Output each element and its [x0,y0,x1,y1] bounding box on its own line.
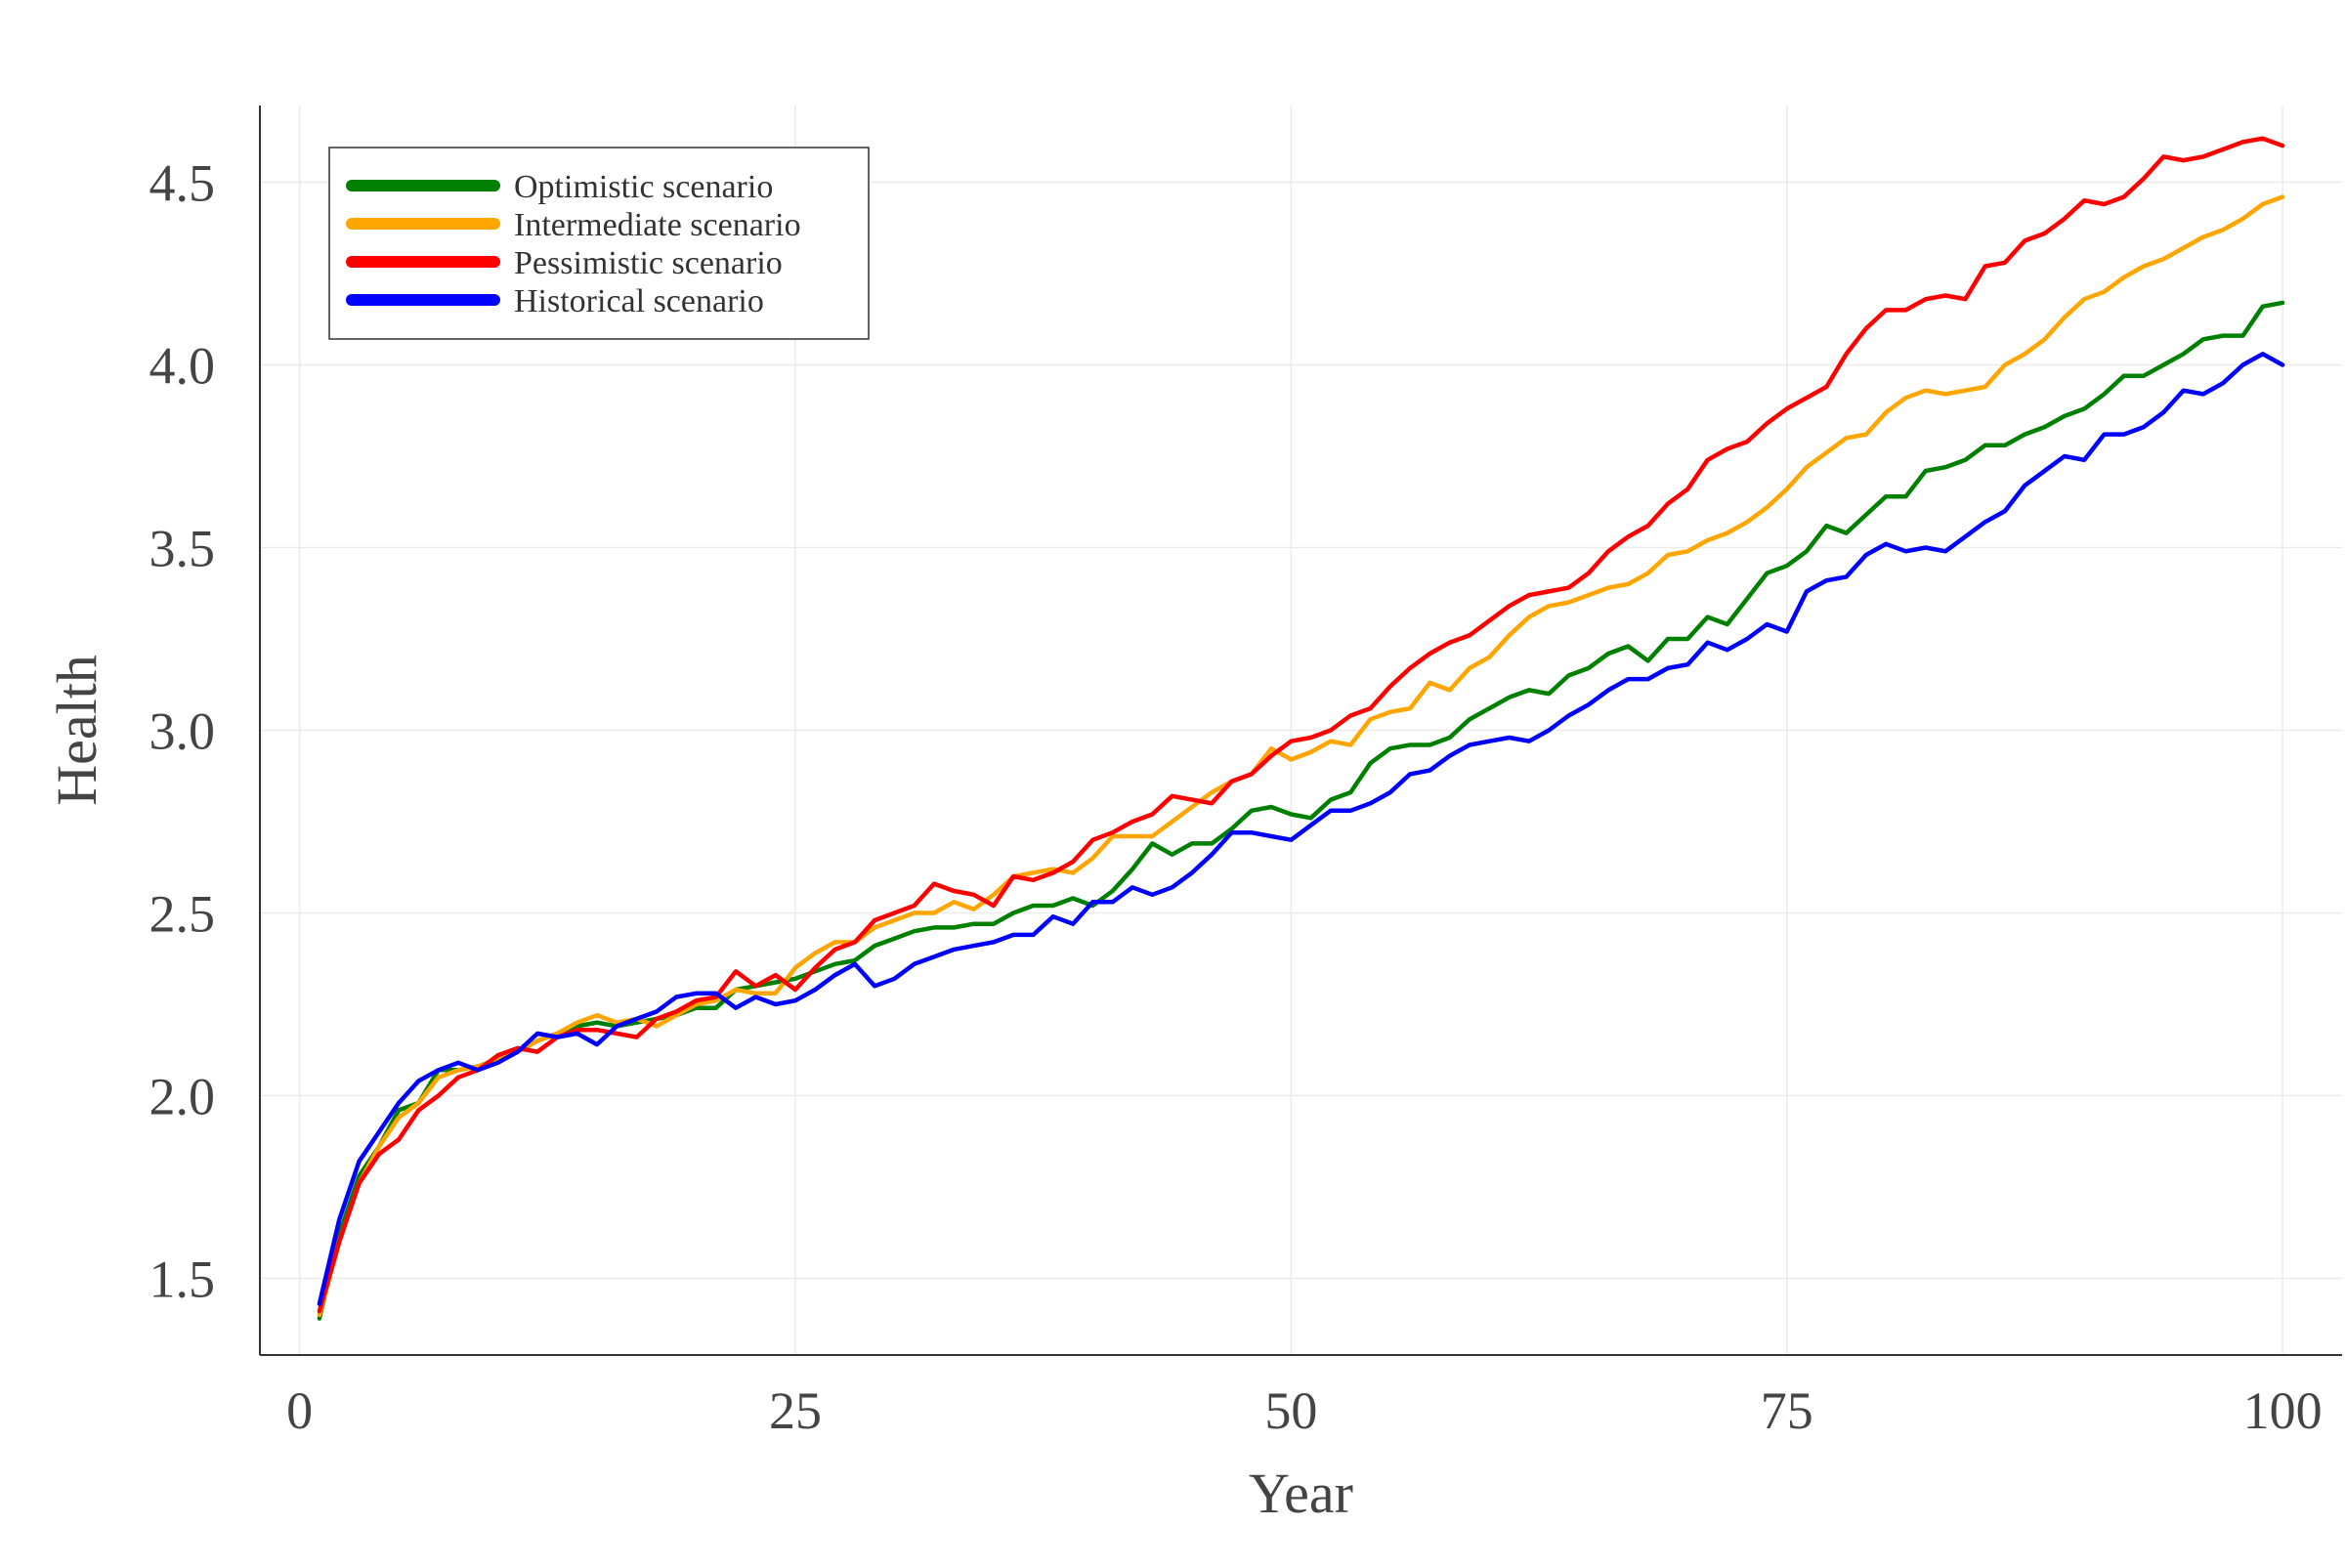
legend-label: Intermediate scenario [514,207,801,243]
axes [259,106,2342,1356]
y-tick-label: 2.0 [149,1067,216,1125]
y-tick-label: 4.5 [149,154,216,213]
x-tick-label: 75 [1761,1381,1813,1440]
y-tick-label: 1.5 [149,1250,216,1308]
series-line-optimistic-scenario [317,300,2285,1321]
legend-label: Pessimistic scenario [514,245,783,281]
x-tick-label: 0 [286,1381,313,1440]
y-axis-label: Health [45,655,108,806]
series-line-historical-scenario [317,352,2285,1306]
series-line-intermediate-scenario [317,194,2285,1318]
x-axis-label: Year [1249,1462,1353,1525]
series-line-pessimistic-scenario [317,136,2285,1314]
y-tick-label: 4.0 [149,337,216,396]
x-tick-label: 50 [1264,1381,1317,1440]
y-tick-label: 3.5 [149,520,216,578]
legend-box [328,147,870,340]
legend-label: Historical scenario [514,283,764,319]
x-tick-label: 25 [769,1381,822,1440]
y-tick-label: 3.0 [149,702,216,761]
series-lines [317,136,2285,1321]
legend-label: Optimistic scenario [514,169,773,205]
tick-labels: 0 25 50 75 100 1.5 2.0 2.5 3.0 3.5 4.0 4.5 [149,154,2323,1440]
y-tick-label: 2.5 [149,884,216,943]
x-tick-label: 100 [2243,1381,2323,1440]
